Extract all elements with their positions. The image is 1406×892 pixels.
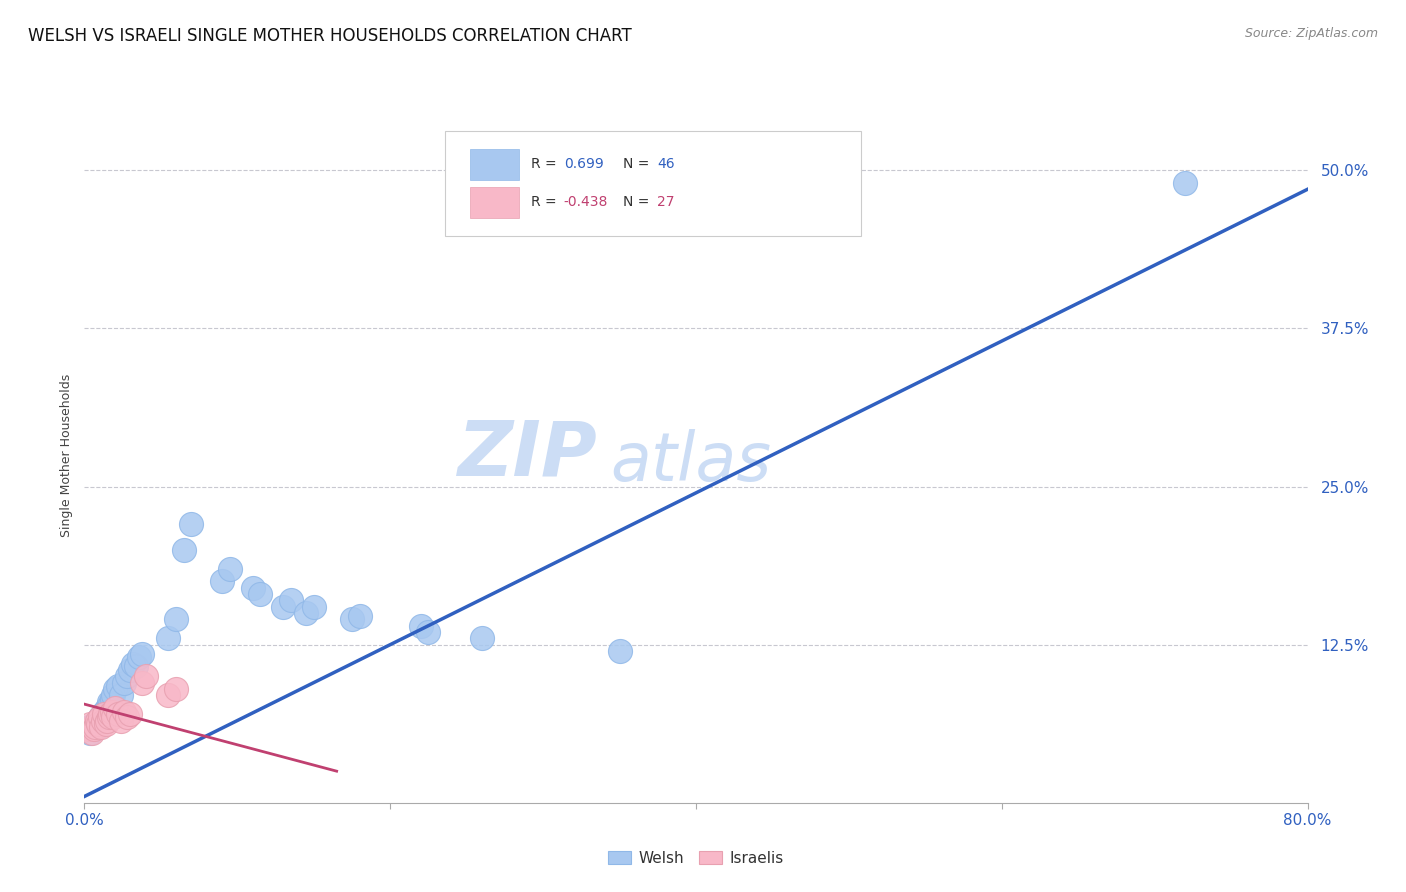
Text: ZIP: ZIP [458, 418, 598, 491]
Point [242, 581, 264, 595]
Point [122, 657, 145, 671]
Text: Source: ZipAtlas.com: Source: ZipAtlas.com [1244, 27, 1378, 40]
Point [120, 663, 142, 677]
Point [110, 714, 132, 728]
Point [135, 669, 157, 683]
Point [115, 669, 138, 683]
Point [87, 717, 110, 731]
Point [97, 710, 120, 724]
Point [173, 542, 195, 557]
Point [103, 710, 125, 724]
Y-axis label: Single Mother Households: Single Mother Households [60, 373, 73, 537]
Point [125, 659, 148, 673]
Point [97, 695, 120, 709]
Text: 46: 46 [657, 157, 675, 171]
Point [131, 675, 153, 690]
Point [128, 650, 150, 665]
Point [131, 647, 153, 661]
Point [93, 707, 115, 722]
Point [93, 705, 115, 719]
Point [165, 681, 187, 696]
Point [79, 717, 101, 731]
Point [101, 692, 124, 706]
Point [89, 710, 111, 724]
Point [112, 675, 135, 690]
Point [83, 723, 105, 737]
Point [94, 710, 117, 724]
Point [471, 632, 494, 646]
Point [79, 726, 101, 740]
Text: 27: 27 [657, 195, 675, 210]
Text: R =: R = [531, 157, 561, 171]
Point [91, 714, 114, 728]
Point [157, 688, 180, 702]
Point [94, 717, 117, 731]
Point [418, 625, 440, 640]
FancyBboxPatch shape [446, 131, 860, 235]
Text: 0.699: 0.699 [564, 157, 603, 171]
Point [271, 599, 294, 614]
Point [98, 697, 121, 711]
FancyBboxPatch shape [470, 149, 519, 180]
Point [295, 606, 318, 620]
Text: WELSH VS ISRAELI SINGLE MOTHER HOUSEHOLDS CORRELATION CHART: WELSH VS ISRAELI SINGLE MOTHER HOUSEHOLD… [28, 27, 631, 45]
Point [90, 716, 112, 731]
Point [98, 707, 121, 722]
Point [180, 517, 202, 532]
Point [103, 688, 125, 702]
Point [349, 608, 371, 623]
Point [89, 710, 111, 724]
Text: atlas: atlas [610, 429, 772, 495]
Point [249, 587, 271, 601]
Point [77, 720, 100, 734]
Point [120, 707, 142, 722]
Point [84, 720, 107, 734]
Point [165, 612, 187, 626]
Point [218, 562, 240, 576]
Text: -0.438: -0.438 [564, 195, 609, 210]
FancyBboxPatch shape [470, 187, 519, 219]
Point [77, 723, 100, 737]
Point [211, 574, 233, 589]
Point [84, 723, 107, 737]
Point [80, 723, 103, 737]
Text: R =: R = [531, 195, 561, 210]
Point [280, 593, 302, 607]
Point [112, 705, 135, 719]
Point [302, 599, 325, 614]
Point [87, 720, 110, 734]
Text: N =: N = [623, 157, 654, 171]
Point [110, 688, 132, 702]
Point [96, 701, 118, 715]
Point [115, 710, 138, 724]
Point [104, 701, 127, 715]
Point [86, 714, 108, 728]
Point [107, 680, 129, 694]
Point [609, 644, 631, 658]
Point [83, 717, 105, 731]
Point [409, 618, 432, 632]
Point [91, 707, 114, 722]
Point [107, 707, 129, 722]
Text: N =: N = [623, 195, 654, 210]
Point [80, 726, 103, 740]
Point [157, 632, 180, 646]
Point [96, 714, 118, 728]
Point [86, 714, 108, 728]
Point [1174, 176, 1197, 190]
Point [104, 681, 127, 696]
Point [101, 705, 124, 719]
Legend: Welsh, Israelis: Welsh, Israelis [602, 845, 790, 871]
Point [90, 720, 112, 734]
Point [340, 612, 363, 626]
